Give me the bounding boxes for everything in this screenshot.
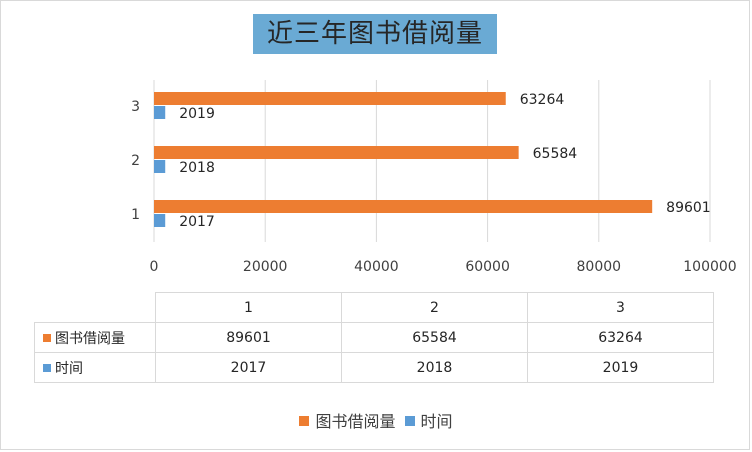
legend: 图书借阅量 时间 — [0, 408, 752, 432]
table-header-cell: 2 — [341, 292, 528, 323]
data-table: 1 2 3 图书借阅量 89601 65584 63264 时间 2017 20… — [34, 292, 714, 383]
bar-year — [154, 106, 166, 119]
x-tick-label: 20000 — [243, 259, 288, 275]
data-label: 2019 — [179, 106, 215, 122]
table-corner — [34, 292, 156, 323]
table-row-label: 时间 — [34, 352, 156, 383]
table-cell: 63264 — [527, 322, 714, 353]
bar-borrow — [154, 92, 506, 105]
legend-item: 图书借阅量 — [299, 408, 395, 432]
bar-year — [154, 160, 166, 173]
bar-year — [154, 214, 166, 227]
y-tick-label: 3 — [131, 99, 140, 115]
bar-borrow — [154, 200, 653, 213]
data-label: 2018 — [179, 160, 215, 176]
legend-item: 时间 — [404, 408, 453, 432]
legend-swatch — [299, 416, 310, 426]
x-tick-label: 100000 — [683, 259, 736, 275]
x-tick-label: 80000 — [577, 259, 622, 275]
chart-title: 近三年图书借阅量 — [253, 14, 497, 54]
x-tick-label: 40000 — [354, 259, 399, 275]
y-tick-label: 2 — [131, 153, 140, 169]
table-cell: 2017 — [155, 352, 342, 383]
data-label: 89601 — [666, 200, 711, 216]
data-label: 63264 — [520, 92, 565, 108]
table-cell: 2019 — [527, 352, 714, 383]
plot-area: 0 20000 40000 60000 80000 100000 1 89601 2017 2 65… — [131, 80, 737, 275]
table-header-cell: 1 — [155, 292, 342, 323]
y-tick-label: 1 — [131, 207, 140, 223]
legend-swatch — [404, 416, 415, 426]
table-row: 图书借阅量 89601 65584 63264 — [34, 322, 714, 353]
table-cell: 2018 — [341, 352, 528, 383]
data-label: 2017 — [179, 214, 215, 230]
bar-borrow — [154, 146, 519, 159]
table-header-cell: 3 — [527, 292, 714, 323]
table-row: 时间 2017 2018 2019 — [34, 352, 714, 383]
data-label: 65584 — [533, 146, 578, 162]
table-cell: 65584 — [341, 322, 528, 353]
table-row-label: 图书借阅量 — [34, 322, 156, 353]
series-swatch — [43, 363, 51, 372]
table-header-row: 1 2 3 — [34, 292, 714, 323]
x-tick-label: 0 — [150, 259, 159, 275]
x-tick-label: 60000 — [465, 259, 510, 275]
series-swatch — [43, 333, 51, 342]
table-cell: 89601 — [155, 322, 342, 353]
